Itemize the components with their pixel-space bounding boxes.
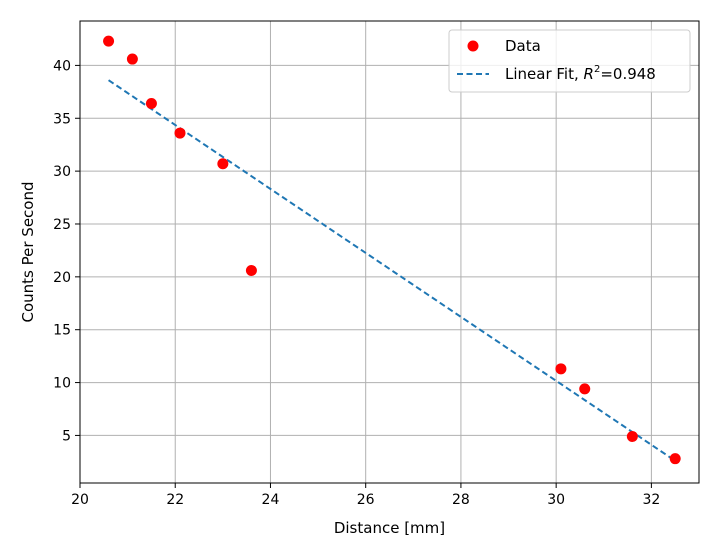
data-point: [126, 53, 138, 65]
data-point: [669, 453, 681, 465]
x-tick-label: 28: [452, 492, 470, 508]
y-tick-label: 5: [62, 428, 71, 444]
x-tick-label: 30: [547, 492, 565, 508]
y-tick-label: 40: [53, 58, 71, 74]
legend-label-data: Data: [505, 37, 541, 55]
plot-frame: [79, 20, 700, 484]
y-tick-label: 15: [53, 323, 71, 339]
legend-fit-superscript: 2: [594, 64, 600, 75]
legend-fit-prefix: Linear Fit,: [505, 65, 584, 83]
legend-box: [448, 29, 691, 93]
x-tick-label: 24: [262, 492, 280, 508]
y-tick-label: 20: [53, 270, 71, 286]
data-point: [555, 363, 567, 375]
x-tick-label: 26: [357, 492, 375, 508]
y-tick-label: 25: [53, 217, 71, 233]
y-tick-label: 10: [53, 376, 71, 392]
x-tick-label: 32: [642, 492, 660, 508]
y-axis-ticks: 5 10 15 20 25 30 35 40: [53, 58, 80, 444]
legend-label-fit: Linear Fit, R2=0.948: [505, 64, 656, 83]
data-point: [174, 127, 186, 139]
data-point: [145, 97, 157, 109]
data-point: [103, 35, 115, 47]
legend-fit-symbol: R: [584, 65, 594, 83]
y-tick-label: 30: [53, 164, 71, 180]
x-tick-label: 22: [166, 492, 184, 508]
legend: Data Linear Fit, R2=0.948: [448, 29, 691, 93]
data-points-layer: [103, 35, 681, 465]
y-tick-label: 35: [53, 111, 71, 127]
grid-lines: [79, 21, 699, 483]
legend-marker-data: [467, 40, 479, 52]
data-point: [245, 265, 257, 277]
data-point: [626, 430, 638, 442]
legend-fit-value: =0.948: [600, 65, 656, 83]
data-point: [217, 158, 229, 170]
y-axis-label: Counts Per Second: [19, 181, 37, 322]
data-point: [579, 383, 591, 395]
x-axis-ticks: 20 22 24 26 28 30 32: [71, 483, 660, 508]
x-axis-label: Distance [mm]: [334, 519, 445, 537]
x-tick-label: 20: [71, 492, 89, 508]
